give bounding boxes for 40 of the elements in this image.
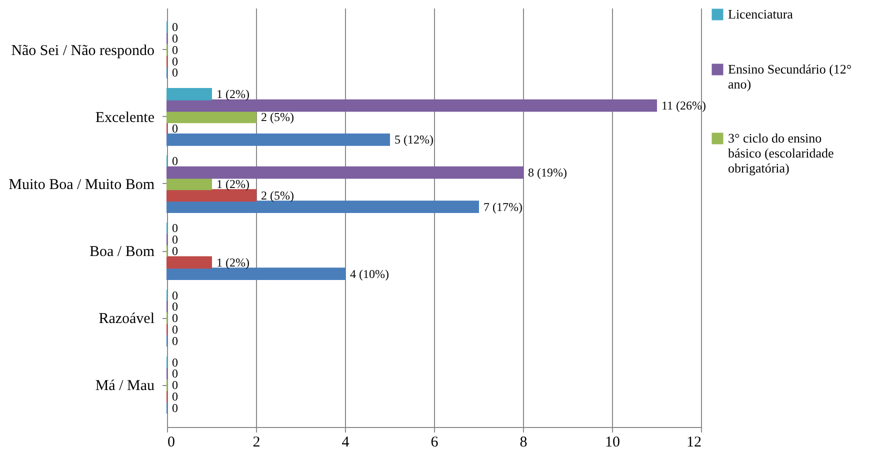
- data-label: 5 (12%): [394, 132, 434, 147]
- data-label: 0: [172, 288, 178, 302]
- legend-label: Ensino Secundário (12° ano): [728, 62, 852, 92]
- x-tick-label: 6: [430, 434, 439, 450]
- data-label: 0: [172, 334, 178, 348]
- x-tick-label: 2: [252, 434, 260, 450]
- data-label: 0: [172, 300, 178, 314]
- y-tick-label: Boa / Bom: [89, 244, 155, 260]
- data-label: 1 (2%): [216, 87, 250, 102]
- data-label: 0: [172, 232, 178, 247]
- data-label: 0: [172, 355, 178, 370]
- data-label: 7 (17%): [484, 200, 522, 214]
- x-tick-label: 10: [605, 434, 620, 450]
- data-label: 0: [172, 221, 178, 236]
- data-label: 0: [172, 20, 178, 34]
- x-tick-label: 0: [168, 434, 175, 450]
- data-label: 1 (2%): [216, 255, 250, 270]
- y-tick-label: Muito Boa / Muito Bom: [8, 176, 155, 193]
- data-label: 0: [172, 244, 178, 258]
- y-tick-label: Excelente: [95, 110, 155, 126]
- data-label: 2 (5%): [261, 110, 294, 124]
- data-label: 8 (19%): [528, 166, 567, 180]
- legend-label: 3° ciclo do ensino básico (escolaridade obrigatória): [728, 130, 834, 176]
- data-label: 0: [172, 66, 178, 80]
- data-label: 0: [172, 366, 178, 381]
- data-label: 0: [172, 121, 178, 136]
- data-label: 11 (26%): [662, 98, 706, 113]
- x-tick-label: 8: [520, 434, 528, 450]
- y-tick-label: Má / Mau: [95, 378, 155, 394]
- data-label: 4 (10%): [350, 266, 389, 281]
- data-label: 1 (2%): [216, 176, 250, 191]
- data-label: 0: [172, 54, 178, 68]
- data-label: 2 (5%): [261, 188, 294, 202]
- y-tick-label: Razoável: [98, 311, 154, 328]
- data-label: 0: [172, 400, 178, 415]
- x-tick-label: 4: [342, 434, 350, 450]
- legend-label: Licenciatura: [728, 6, 794, 22]
- data-label: 0: [172, 154, 178, 168]
- x-tick-label: 12: [686, 434, 702, 450]
- y-tick-label: Não Sei / Não respondo: [11, 42, 154, 59]
